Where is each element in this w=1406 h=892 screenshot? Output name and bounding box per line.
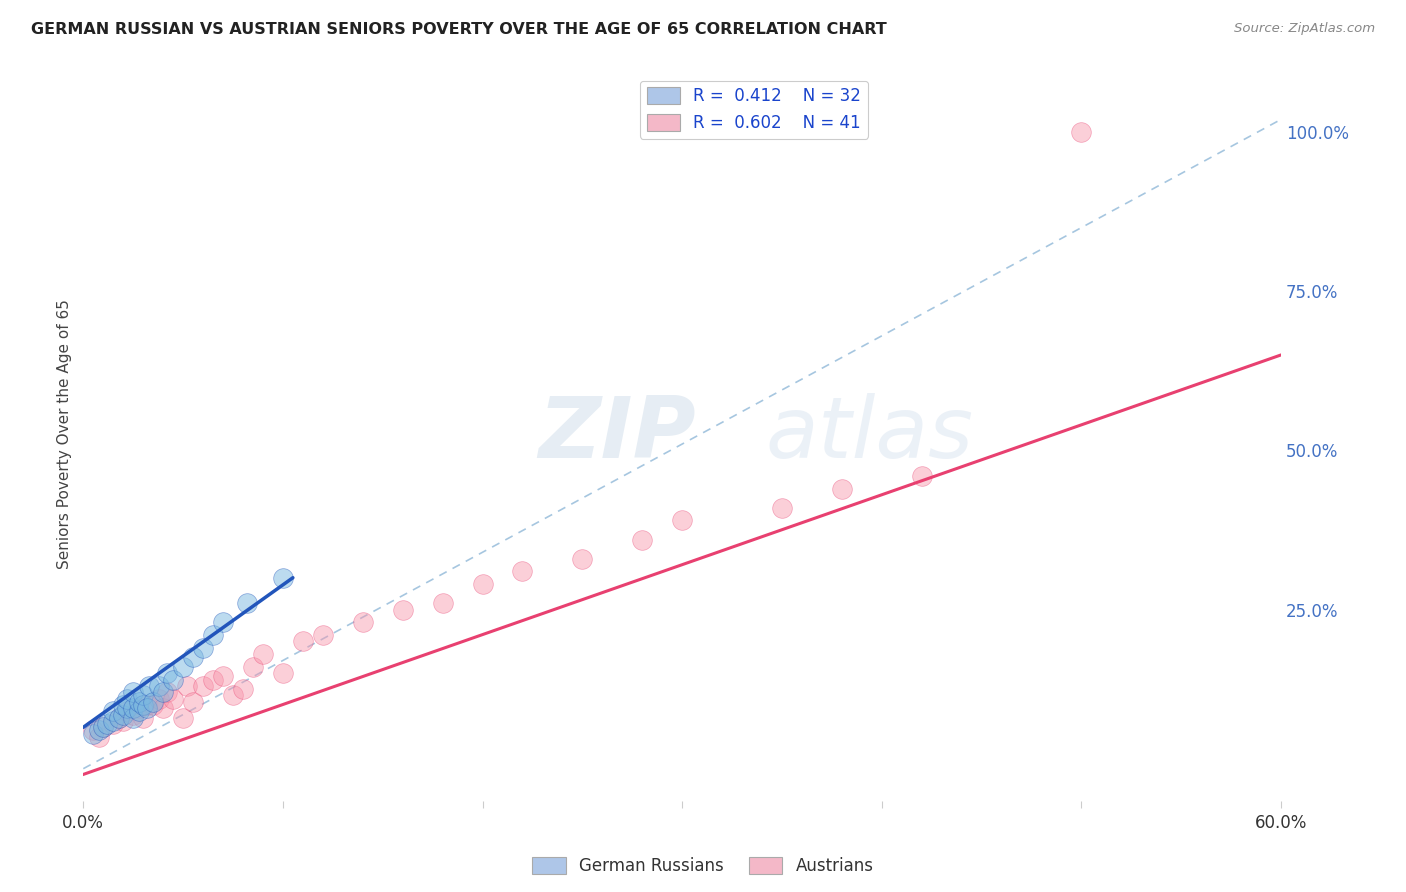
Point <box>571 551 593 566</box>
Point <box>911 469 934 483</box>
Point <box>122 711 145 725</box>
Point <box>152 701 174 715</box>
Point <box>1070 125 1092 139</box>
Point <box>232 682 254 697</box>
Point <box>181 695 204 709</box>
Point <box>138 679 160 693</box>
Point <box>770 500 793 515</box>
Point <box>222 689 245 703</box>
Point <box>128 701 150 715</box>
Point <box>128 695 150 709</box>
Point <box>156 666 179 681</box>
Point <box>202 673 225 687</box>
Point <box>128 705 150 719</box>
Point <box>122 685 145 699</box>
Point <box>96 717 118 731</box>
Point <box>212 669 235 683</box>
Point <box>831 482 853 496</box>
Point <box>252 647 274 661</box>
Point <box>148 691 170 706</box>
Point <box>172 711 194 725</box>
Legend: R =  0.412    N = 32, R =  0.602    N = 41: R = 0.412 N = 32, R = 0.602 N = 41 <box>640 80 868 138</box>
Point <box>212 615 235 630</box>
Point <box>115 691 138 706</box>
Point <box>191 640 214 655</box>
Point <box>103 705 125 719</box>
Point <box>115 701 138 715</box>
Point <box>156 685 179 699</box>
Point <box>82 723 104 738</box>
Point <box>202 628 225 642</box>
Legend: German Russians, Austrians: German Russians, Austrians <box>526 850 880 882</box>
Point <box>122 707 145 722</box>
Point <box>271 571 294 585</box>
Y-axis label: Seniors Poverty Over the Age of 65: Seniors Poverty Over the Age of 65 <box>58 300 72 569</box>
Point <box>236 596 259 610</box>
Point <box>471 577 494 591</box>
Point <box>112 707 135 722</box>
Point <box>112 698 135 712</box>
Point <box>181 650 204 665</box>
Point <box>512 565 534 579</box>
Point <box>148 679 170 693</box>
Point <box>162 691 184 706</box>
Point <box>142 695 165 709</box>
Point <box>176 679 198 693</box>
Point <box>108 711 131 725</box>
Point <box>391 602 413 616</box>
Point <box>242 660 264 674</box>
Point <box>136 701 159 715</box>
Point <box>103 714 125 728</box>
Point <box>112 714 135 728</box>
Point <box>352 615 374 630</box>
Point <box>122 701 145 715</box>
Point <box>432 596 454 610</box>
Point <box>172 660 194 674</box>
Point <box>312 628 335 642</box>
Point <box>191 679 214 693</box>
Point <box>631 533 654 547</box>
Point <box>271 666 294 681</box>
Text: ZIP: ZIP <box>538 393 696 476</box>
Point <box>108 711 131 725</box>
Point <box>115 705 138 719</box>
Point <box>152 685 174 699</box>
Point <box>291 634 314 648</box>
Point <box>89 723 111 738</box>
Point <box>136 698 159 712</box>
Point <box>82 727 104 741</box>
Point <box>132 689 155 703</box>
Point <box>103 717 125 731</box>
Point <box>671 513 693 527</box>
Point <box>91 720 114 734</box>
Text: atlas: atlas <box>766 393 974 476</box>
Point <box>91 720 114 734</box>
Point <box>142 698 165 712</box>
Text: GERMAN RUSSIAN VS AUSTRIAN SENIORS POVERTY OVER THE AGE OF 65 CORRELATION CHART: GERMAN RUSSIAN VS AUSTRIAN SENIORS POVER… <box>31 22 887 37</box>
Point <box>162 673 184 687</box>
Point <box>132 711 155 725</box>
Point <box>89 730 111 744</box>
Point <box>132 698 155 712</box>
Text: Source: ZipAtlas.com: Source: ZipAtlas.com <box>1234 22 1375 36</box>
